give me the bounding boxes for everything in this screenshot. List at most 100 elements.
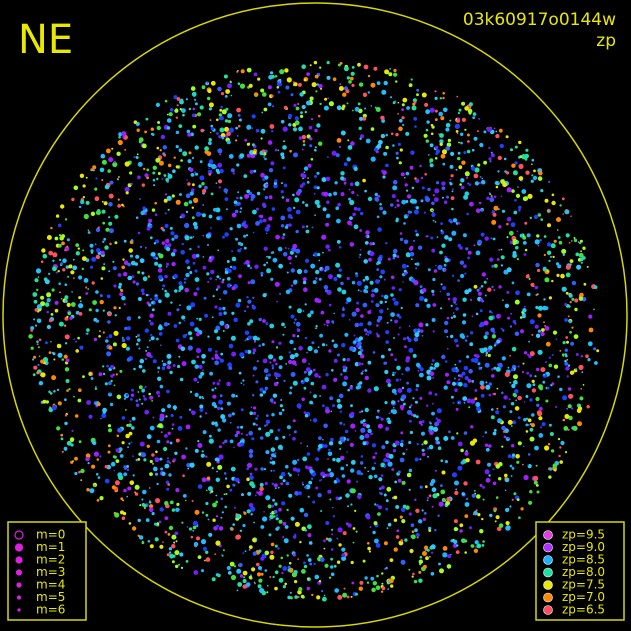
zeropoint-label: zp=9.5 [562,528,605,542]
star [520,507,524,511]
star [365,235,368,238]
star [355,530,358,533]
star [252,394,255,397]
star [545,399,549,403]
star [242,570,248,576]
star [580,388,582,390]
star [164,434,168,438]
star [488,393,492,397]
star [260,137,263,140]
star [202,234,205,237]
star [399,457,405,463]
star [288,391,292,395]
star [399,237,404,242]
star [328,192,332,197]
star [358,586,363,591]
star [289,591,292,594]
star [509,464,513,468]
star [434,157,438,160]
star [369,242,373,246]
star [379,309,384,314]
star [34,324,38,327]
star [247,264,251,268]
star [307,524,312,530]
star [213,207,217,212]
star [429,371,435,377]
star [95,254,101,260]
star [40,372,46,378]
star [446,380,451,385]
star [344,332,349,337]
star [144,386,147,389]
star [495,496,499,499]
star [461,492,465,496]
star [78,440,82,444]
star [593,308,595,311]
star [553,239,557,243]
star [175,130,180,135]
star [300,594,305,599]
star [123,397,126,400]
star [217,179,223,184]
star [40,260,44,264]
star [464,272,467,275]
star [350,595,353,598]
star [302,310,305,312]
star [536,403,540,407]
star [244,550,247,553]
star [224,324,228,329]
star [207,169,213,175]
star [181,242,184,246]
star [65,358,70,363]
star [292,553,296,557]
star [164,99,168,103]
star [326,473,331,477]
star [330,572,335,577]
star [59,291,61,294]
star [117,198,120,201]
star [496,339,501,344]
star [475,459,481,465]
star [224,477,228,480]
star [504,473,508,478]
star [304,485,308,489]
star [149,504,154,509]
star [515,454,520,459]
star [123,488,127,493]
star [104,465,109,469]
star [230,284,232,287]
star [298,587,303,592]
star [323,323,326,326]
star [95,386,97,388]
star [504,303,510,308]
star [129,254,134,258]
star [411,575,414,578]
star [252,411,257,415]
star [237,69,239,72]
star [100,250,105,255]
star [558,240,563,245]
star [222,306,226,311]
star [195,347,202,354]
star [155,498,161,504]
star [401,263,407,269]
star [266,224,271,229]
star [538,384,543,390]
star [248,430,253,436]
star [435,417,438,420]
star [487,353,491,358]
star [173,541,176,544]
star [157,263,163,268]
star [45,400,49,404]
star [343,86,348,91]
star [588,314,593,319]
star [384,464,387,468]
star [231,286,236,291]
star [103,237,107,241]
star [522,445,525,448]
star [488,474,491,477]
star [297,308,302,314]
star [267,584,269,587]
star [562,253,565,256]
star [229,439,234,444]
